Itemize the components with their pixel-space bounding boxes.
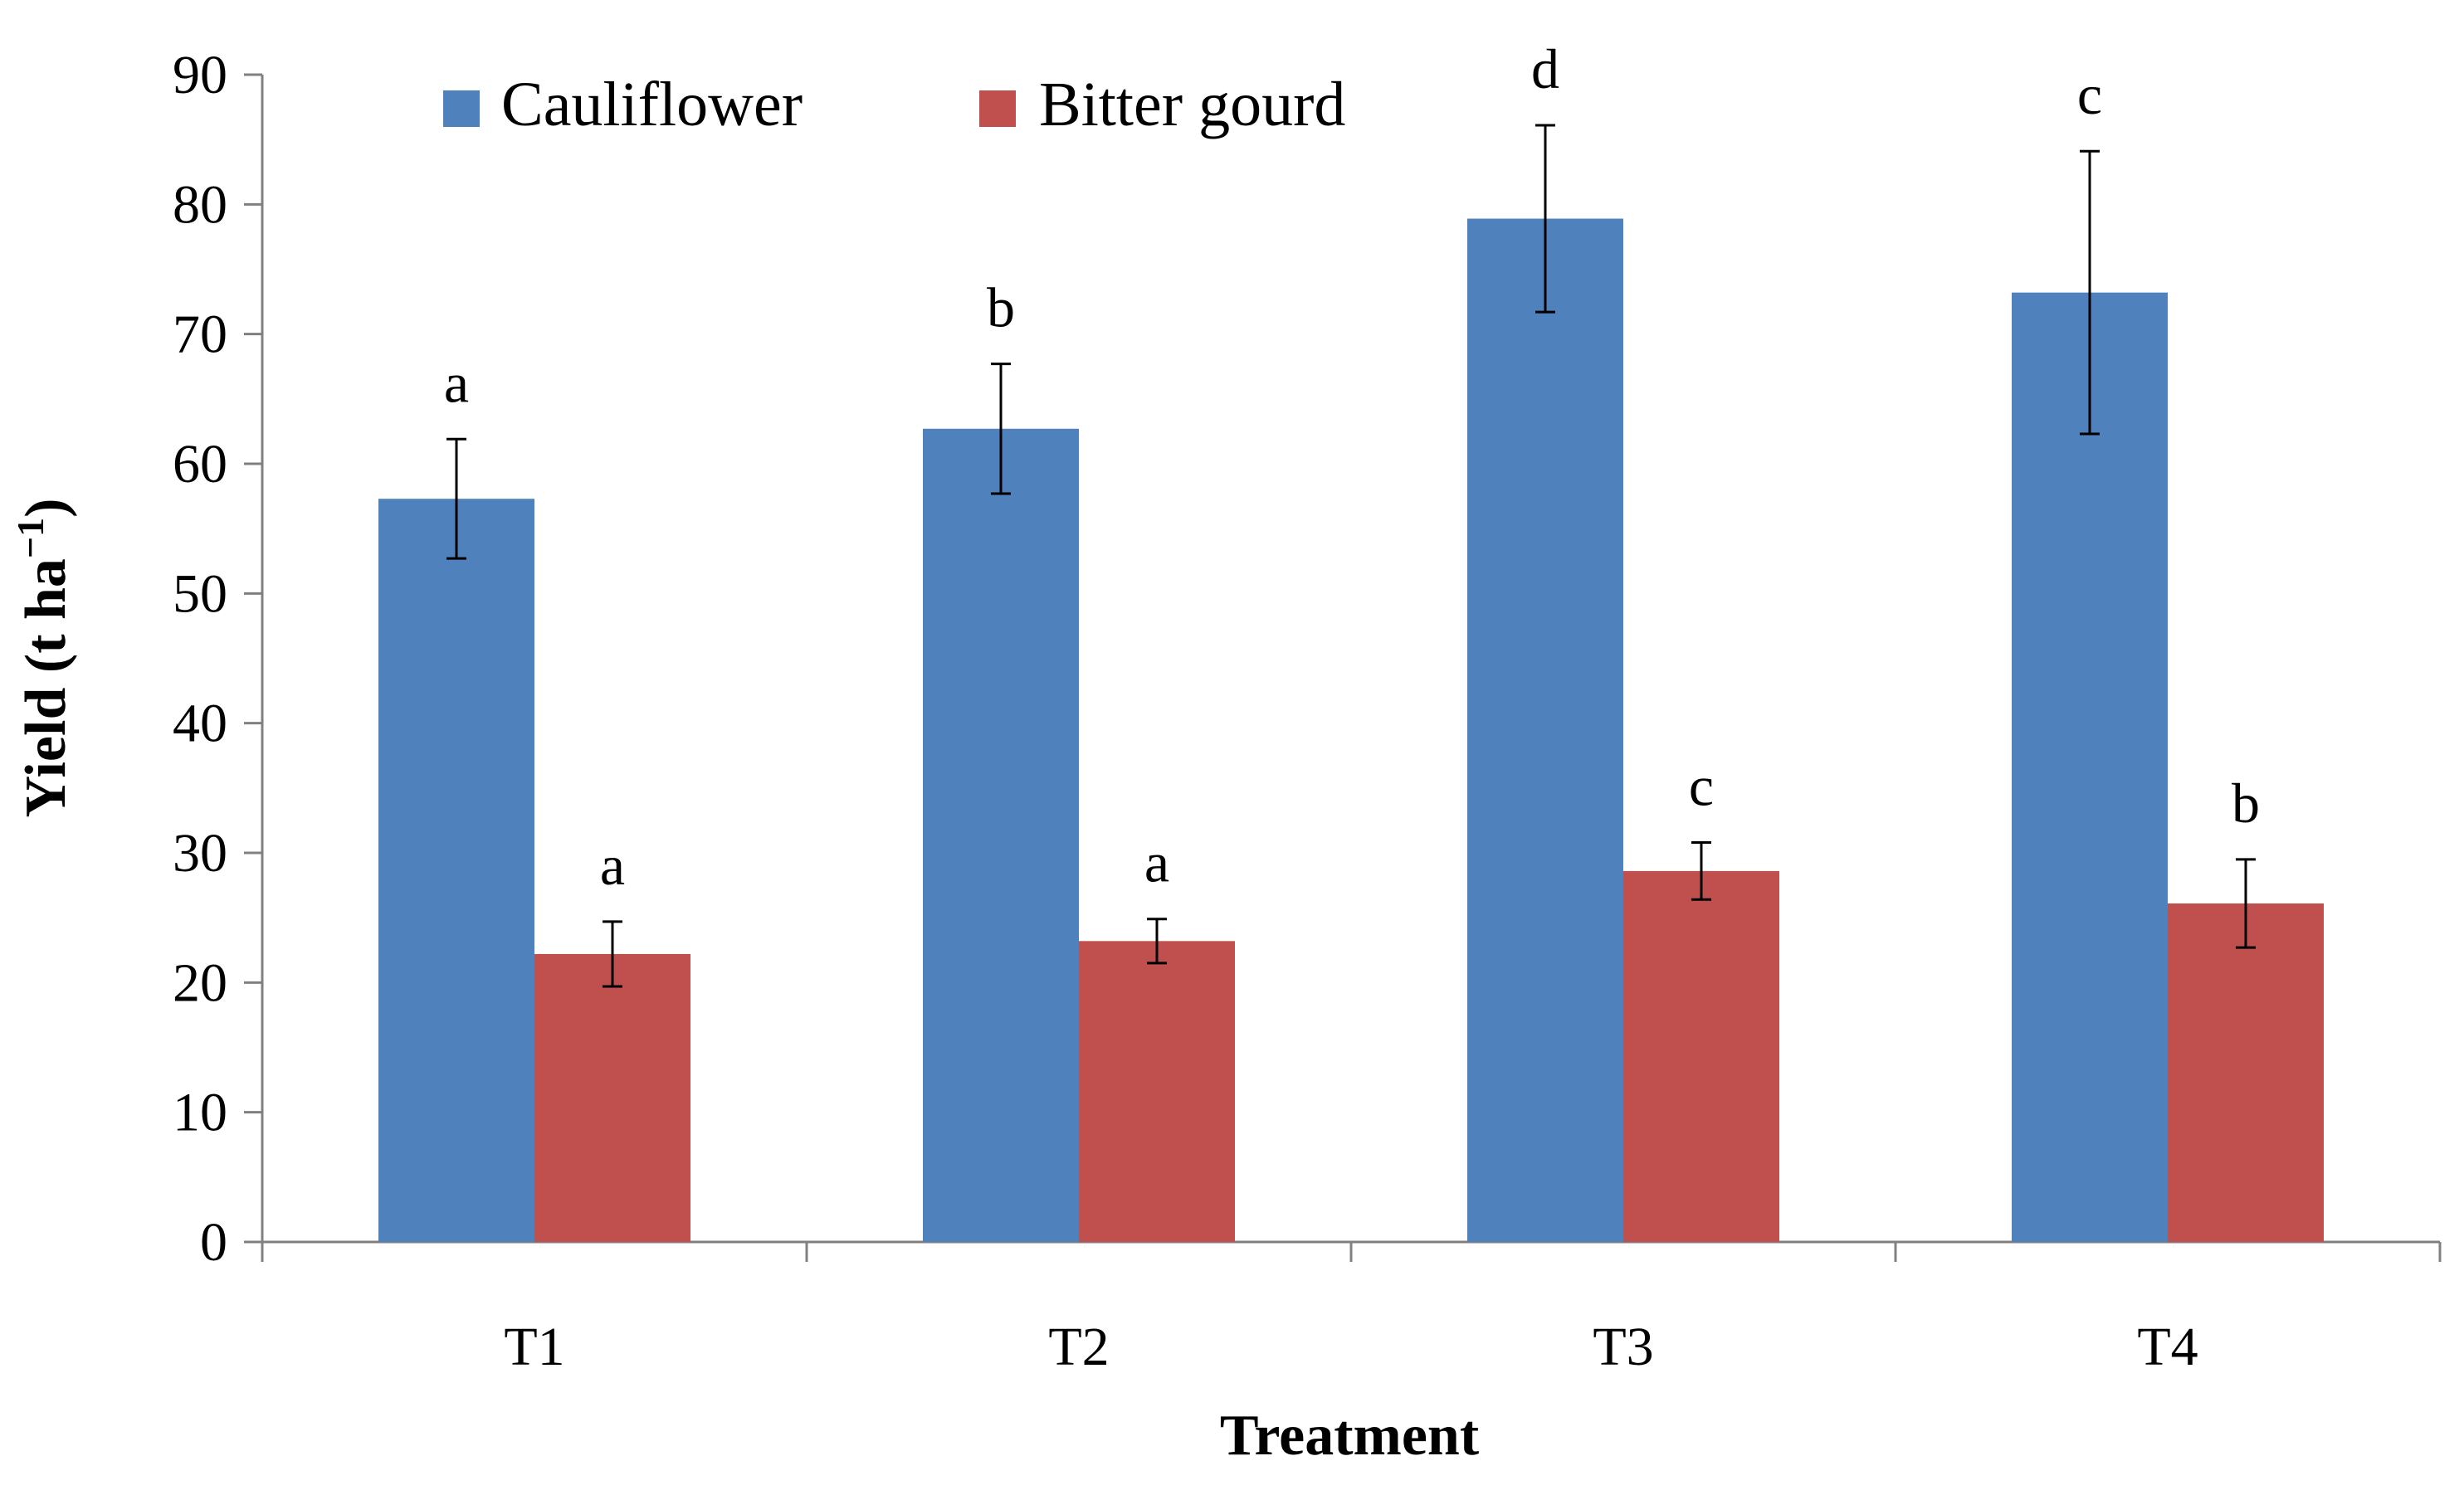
error-bar-bitter-gourd-t4 xyxy=(2236,858,2256,949)
bar-cauliflower-t2 xyxy=(923,428,1079,1242)
x-tick-label-t1: T1 xyxy=(504,1317,564,1377)
y-tick-label: 20 xyxy=(173,952,227,1013)
error-bar-cauliflower-t3 xyxy=(1535,124,1555,314)
bar-bitter-gourd-t2 xyxy=(1079,941,1235,1242)
y-tick-label: 40 xyxy=(173,694,227,754)
significance-label-cauliflower-t4: c xyxy=(2077,63,2102,126)
legend: Cauliflower Bitter gourd xyxy=(443,70,1345,139)
error-bar-bitter-gourd-t2 xyxy=(1147,918,1167,965)
significance-label-cauliflower-t3: d xyxy=(1531,37,1559,100)
y-tick-label: 80 xyxy=(173,174,227,235)
y-tick-label: 50 xyxy=(173,563,227,624)
y-axis-title-main: Yield (t ha xyxy=(14,558,78,817)
x-tick-label-t4: T4 xyxy=(2137,1317,2198,1377)
error-bar-cauliflower-t1 xyxy=(446,437,466,560)
legend-label-bitter-gourd: Bitter gourd xyxy=(1039,70,1345,139)
bar-bitter-gourd-t3 xyxy=(1623,870,1779,1242)
significance-label-bitter-gourd-t4: b xyxy=(2232,772,2260,835)
significance-label-bitter-gourd-t3: c xyxy=(1689,754,1714,817)
bar-cauliflower-t3 xyxy=(1467,218,1623,1242)
legend-swatch-cauliflower xyxy=(443,90,480,127)
x-tick-label-t3: T3 xyxy=(1593,1317,1653,1377)
x-axis-title: Treatment xyxy=(1220,1404,1479,1468)
error-bar-bitter-gourd-t1 xyxy=(603,920,622,988)
legend-swatch-bitter-gourd xyxy=(979,90,1016,127)
y-tick-label: 0 xyxy=(200,1212,227,1273)
significance-label-cauliflower-t1: a xyxy=(444,351,469,414)
error-bar-cauliflower-t2 xyxy=(991,363,1011,495)
significance-label-cauliflower-t2: b xyxy=(987,276,1015,339)
y-axis-title-superscript: −1 xyxy=(9,518,51,558)
bar-cauliflower-t4 xyxy=(2012,292,2168,1242)
significance-labels: a a b a d c c b xyxy=(444,37,2260,897)
significance-label-bitter-gourd-t1: a xyxy=(600,834,625,897)
bar-cauliflower-t1 xyxy=(378,499,534,1242)
error-bar-bitter-gourd-t3 xyxy=(1691,840,1711,901)
y-tick-label: 90 xyxy=(173,45,227,105)
error-bars xyxy=(446,124,2256,988)
error-bar-cauliflower-t4 xyxy=(2080,149,2100,436)
legend-label-cauliflower: Cauliflower xyxy=(501,70,803,139)
bar-bitter-gourd-t4 xyxy=(2168,903,2324,1242)
y-tick-label: 70 xyxy=(173,304,227,365)
significance-label-bitter-gourd-t2: a xyxy=(1144,831,1169,894)
y-axis-title: Yield (t ha−1) xyxy=(9,499,78,818)
bars xyxy=(378,218,2324,1242)
y-tick-label: 30 xyxy=(173,823,227,884)
y-axis-title-close: ) xyxy=(14,499,78,518)
y-tick-label: 10 xyxy=(173,1083,227,1143)
bar-bitter-gourd-t1 xyxy=(534,953,690,1242)
x-tick-label-t2: T2 xyxy=(1048,1317,1109,1377)
y-tick-label: 60 xyxy=(173,434,227,494)
